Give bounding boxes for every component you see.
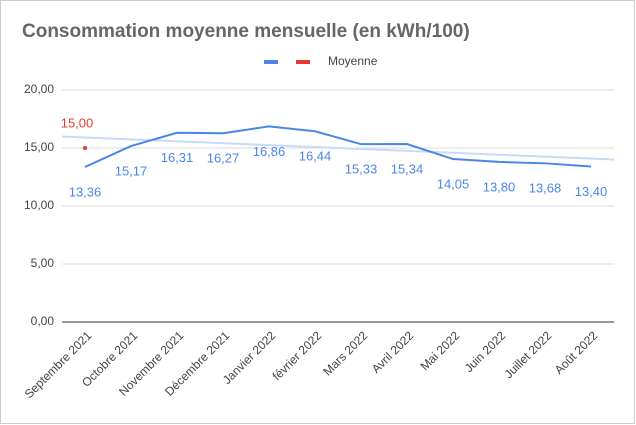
- data-label: 15,17: [115, 163, 148, 178]
- data-label: 13,36: [69, 184, 102, 199]
- data-label: 13,80: [483, 179, 516, 194]
- y-tick-label: 20,00: [24, 82, 54, 96]
- data-label: 14,05: [437, 176, 470, 191]
- data-label: 13,40: [575, 184, 608, 199]
- data-label: 16,86: [253, 144, 286, 159]
- data-label: 16,44: [299, 149, 332, 164]
- point: [83, 146, 87, 150]
- legend-swatch: [264, 60, 278, 64]
- chart-title: Consommation moyenne mensuelle (en kWh/1…: [22, 21, 470, 42]
- data-label: 16,31: [161, 150, 194, 165]
- data-label: 15,34: [391, 161, 424, 176]
- data-label: 16,27: [207, 151, 240, 166]
- data-label: 15,33: [345, 162, 378, 177]
- y-tick-label: 10,00: [24, 198, 54, 212]
- y-tick-label: 5,00: [31, 256, 55, 270]
- legend-label: Moyenne: [328, 54, 378, 68]
- y-tick-label: 15,00: [24, 140, 54, 154]
- data-label: 15,00: [61, 115, 94, 130]
- series-line: [84, 125, 592, 168]
- y-tick-label: 0,00: [31, 314, 55, 328]
- data-label: 13,68: [529, 181, 562, 196]
- legend-swatch: [296, 60, 310, 64]
